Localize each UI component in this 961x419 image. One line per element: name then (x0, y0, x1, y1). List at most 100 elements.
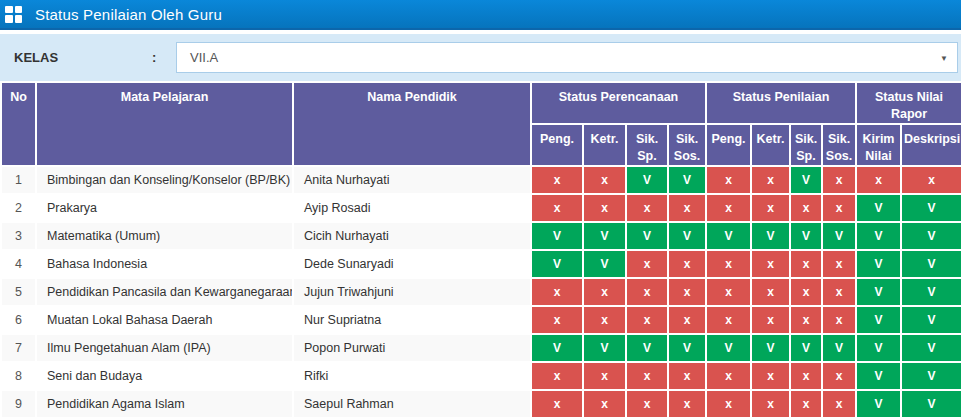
status-cell: x (626, 250, 668, 278)
status-cell: V (668, 166, 706, 194)
sub-header-siksp-1: Sik. Sp. (626, 124, 668, 166)
status-cell: x (531, 390, 583, 418)
status-cell: V (531, 222, 583, 250)
table-row: 3 Matematika (Umum) Cicih Nurhayati V V … (1, 222, 961, 250)
status-cell: x (822, 278, 856, 306)
table-row: 5 Pendidikan Pancasila dan Kewarganegara… (1, 278, 961, 306)
row-subject: Pendidikan Agama Islam (36, 390, 293, 418)
status-cell: V (626, 222, 668, 250)
sub-header-peng-2: Peng. (706, 124, 751, 166)
col-header-no: No (1, 82, 36, 166)
status-cell: V (856, 278, 901, 306)
class-filter-panel: KELAS : VII.A ▼ (0, 34, 961, 81)
status-cell: V (856, 306, 901, 334)
row-subject: Prakarya (36, 194, 293, 222)
row-no: 7 (1, 334, 36, 362)
col-header-subject: Mata Pelajaran (36, 82, 293, 166)
status-cell: x (790, 194, 822, 222)
status-cell: V (901, 362, 961, 390)
status-cell: x (583, 278, 626, 306)
class-select[interactable]: VII.A ▼ (176, 42, 958, 73)
title-bar: Status Penilaian Oleh Guru (0, 0, 961, 30)
status-cell: x (626, 306, 668, 334)
table-row: 8 Seni dan Budaya Rifki x x x x x x x x … (1, 362, 961, 390)
status-cell: x (626, 362, 668, 390)
status-cell: x (531, 306, 583, 334)
row-teacher: Popon Purwati (293, 334, 531, 362)
status-cell: x (626, 194, 668, 222)
status-cell: V (856, 334, 901, 362)
status-cell: V (856, 362, 901, 390)
table-header: No Mata Pelajaran Nama Pendidik Status P… (1, 82, 961, 166)
sub-header-siksos-2: Sik. Sos. (822, 124, 856, 166)
status-cell: V (583, 250, 626, 278)
row-teacher: Anita Nurhayati (293, 166, 531, 194)
status-cell: x (583, 362, 626, 390)
row-teacher: Ayip Rosadi (293, 194, 531, 222)
status-cell: V (901, 278, 961, 306)
status-cell: x (822, 306, 856, 334)
table-row: 7 Ilmu Pengetahuan Alam (IPA) Popon Purw… (1, 334, 961, 362)
row-no: 8 (1, 362, 36, 390)
row-subject: Matematika (Umum) (36, 222, 293, 250)
class-select-value: VII.A (190, 50, 218, 65)
status-cell: x (822, 194, 856, 222)
status-cell: x (531, 362, 583, 390)
status-cell: x (706, 278, 751, 306)
status-cell: x (531, 278, 583, 306)
table-row: 2 Prakarya Ayip Rosadi x x x x x x x x V… (1, 194, 961, 222)
col-header-teacher: Nama Pendidik (293, 82, 531, 166)
status-cell: x (790, 362, 822, 390)
status-cell: V (856, 250, 901, 278)
status-cell: V (856, 194, 901, 222)
status-cell: V (668, 222, 706, 250)
row-subject: Bahasa Indonesia (36, 250, 293, 278)
status-cell: x (531, 194, 583, 222)
status-cell: x (626, 390, 668, 418)
status-cell: V (626, 166, 668, 194)
status-cell: x (668, 306, 706, 334)
status-cell: x (790, 390, 822, 418)
status-cell: V (901, 222, 961, 250)
status-cell: V (901, 306, 961, 334)
status-cell: V (901, 390, 961, 418)
status-cell: x (751, 306, 790, 334)
status-cell: x (751, 390, 790, 418)
status-cell: V (583, 222, 626, 250)
status-cell: x (751, 250, 790, 278)
table-row: 1 Bimbingan dan Konseling/Konselor (BP/B… (1, 166, 961, 194)
status-cell: x (626, 278, 668, 306)
chevron-down-icon: ▼ (940, 53, 948, 62)
status-cell: x (668, 194, 706, 222)
status-cell: x (706, 362, 751, 390)
table-body: 1 Bimbingan dan Konseling/Konselor (BP/B… (1, 166, 961, 418)
row-teacher: Cicih Nurhayati (293, 222, 531, 250)
row-teacher: Jujun Triwahjuni (293, 278, 531, 306)
status-cell: x (751, 194, 790, 222)
status-cell: V (751, 334, 790, 362)
status-cell: V (531, 334, 583, 362)
sub-header-ketr-1: Ketr. (583, 124, 626, 166)
status-cell: x (583, 306, 626, 334)
status-cell: x (822, 362, 856, 390)
status-cell: V (706, 334, 751, 362)
status-cell: x (751, 166, 790, 194)
status-cell: x (706, 194, 751, 222)
sub-header-peng-1: Peng. (531, 124, 583, 166)
status-cell: x (822, 166, 856, 194)
status-cell: V (790, 222, 822, 250)
status-cell: x (583, 194, 626, 222)
row-no: 9 (1, 390, 36, 418)
status-cell: V (901, 250, 961, 278)
status-cell: x (583, 166, 626, 194)
status-cell: x (668, 390, 706, 418)
status-cell: V (583, 334, 626, 362)
status-cell: x (668, 362, 706, 390)
kelas-label: KELAS (14, 50, 152, 65)
sub-header-deskripsi: Deskripsi (901, 124, 961, 166)
status-cell: x (583, 390, 626, 418)
page-title: Status Penilaian Oleh Guru (35, 6, 222, 23)
status-cell: x (901, 166, 961, 194)
group-header-perencanaan: Status Perencanaan (531, 82, 706, 124)
status-cell: V (531, 250, 583, 278)
